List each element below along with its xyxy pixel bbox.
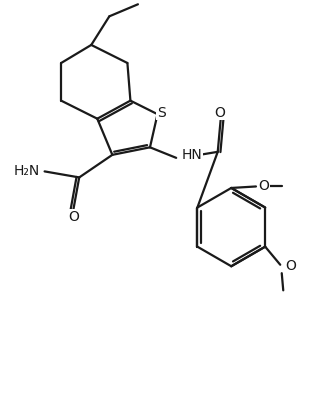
Text: O: O [285,259,296,273]
Text: H₂N: H₂N [14,164,40,178]
Text: O: O [214,106,225,119]
Text: O: O [258,179,269,193]
Text: S: S [157,106,166,119]
Text: O: O [68,210,78,224]
Text: HN: HN [182,148,202,162]
